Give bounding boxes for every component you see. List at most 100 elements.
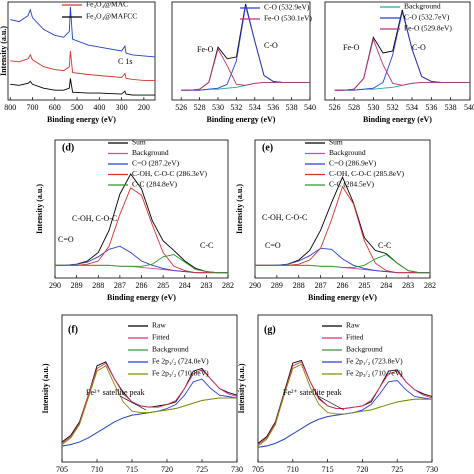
spectrum-line: [257, 363, 432, 447]
plot-frame: [61, 314, 238, 463]
x-tick-label: 285: [157, 281, 169, 290]
legend-label: C=O (286.9eV): [329, 159, 377, 168]
x-tick-label: 710: [91, 465, 103, 474]
spectrum-line: [255, 185, 430, 274]
x-tick-label: 526: [329, 103, 341, 112]
x-tick-label: 284: [179, 281, 191, 290]
panel-label: (d): [62, 142, 74, 153]
y-axis-label: Intensity (a.u.): [237, 363, 246, 413]
spectrum-line: [255, 247, 430, 274]
x-tick-label: 286: [136, 281, 148, 290]
spectrum-line: [55, 173, 228, 274]
annotation: C=O: [58, 235, 74, 244]
spectrum-line: [257, 359, 433, 444]
x-tick-label: 705: [56, 465, 68, 474]
panel-label: (f): [68, 324, 78, 335]
x-tick-label: 800: [4, 103, 16, 112]
annotation: Fe²⁺ satellite peak: [283, 388, 342, 397]
plot-frame: [171, 1, 311, 101]
legend-label: Fitted: [152, 333, 170, 342]
x-tick-label: 536: [425, 103, 437, 112]
x-tick-label: 532: [230, 103, 242, 112]
legend-label: Fe₃O₄@MAFCC: [86, 12, 137, 21]
x-axis-label: Binding energy (eV): [107, 293, 176, 302]
x-tick-label: 283: [200, 281, 212, 290]
spectrum-line: [10, 78, 155, 96]
x-tick-label: 285: [358, 281, 370, 290]
x-tick-label: 526: [175, 103, 187, 112]
x-axis-label: Binding energy (eV): [308, 293, 377, 302]
x-tick-label: 287: [315, 281, 327, 290]
x-tick-label: 540: [464, 103, 474, 112]
x-tick-label: 283: [402, 281, 414, 290]
spectrum-line: [55, 187, 228, 274]
legend-label: Background: [152, 345, 189, 354]
panel-label: (g): [264, 324, 276, 335]
legend-label: Background: [329, 148, 366, 157]
x-tick-label: 528: [194, 103, 206, 112]
spectrum-line: [55, 245, 228, 274]
annotation: C 1s: [118, 57, 132, 66]
x-tick-label: 725: [391, 465, 403, 474]
legend-label: Fe 2p₁/₂ (724.0eV): [152, 357, 209, 366]
x-tick-label: 200: [138, 103, 150, 112]
x-tick-label: 282: [424, 281, 436, 290]
plot-frame: [257, 314, 433, 463]
x-tick-label: 287: [114, 281, 126, 290]
y-axis-label: Intensity (a.u.): [41, 363, 50, 413]
x-tick-label: 290: [49, 281, 61, 290]
annotation: C-OH, C-O-C: [262, 213, 307, 222]
legend-label: Fitted: [346, 333, 364, 342]
y-axis-label: Intensity (a.u.): [0, 26, 8, 76]
annotation: Fe-O: [343, 43, 360, 52]
spectrum-line: [55, 254, 228, 274]
x-tick-label: 730: [426, 465, 438, 474]
x-tick-label: 538: [286, 103, 298, 112]
spectrum-line: [61, 361, 238, 443]
legend-label: C-O (532.7eV): [404, 13, 450, 22]
legend-label: Sum: [132, 138, 146, 147]
spectrum-line: [61, 362, 238, 444]
legend-label: Sum: [329, 138, 343, 147]
x-tick-label: 284: [380, 281, 392, 290]
legend-label: C-C (284.8eV): [132, 180, 177, 189]
legend-label: Fe 2p₃/₂ (710.8eV): [152, 369, 209, 378]
annotation: Fe²⁺ satellite peak: [86, 388, 145, 397]
annotation: C-O: [264, 41, 278, 50]
plot-frame: [324, 1, 471, 101]
annotation: Fe-O: [197, 45, 214, 54]
spectrum-line: [61, 397, 237, 447]
x-tick-label: 538: [445, 103, 457, 112]
spectrum-line: [334, 81, 470, 91]
x-tick-label: 715: [322, 465, 334, 474]
x-axis-label: Binding energy (eV): [363, 115, 432, 124]
spectrum-line: [334, 37, 470, 91]
x-tick-label: 725: [196, 465, 208, 474]
x-tick-label: 710: [287, 465, 299, 474]
x-tick-label: 528: [348, 103, 360, 112]
x-axis-label: Binding energy (eV): [207, 115, 276, 124]
x-tick-label: 705: [252, 465, 264, 474]
x-tick-label: 282: [222, 281, 234, 290]
legend-label: Raw: [346, 321, 360, 330]
x-tick-label: 289: [271, 281, 283, 290]
annotation: C-C: [200, 241, 213, 250]
x-tick-label: 720: [356, 465, 368, 474]
spectrum-line: [255, 264, 430, 274]
annotation-arrow: [317, 395, 345, 411]
spectrum-line: [10, 50, 155, 81]
spectrum-line: [181, 47, 310, 91]
annotation: C-OH, C-O-C: [72, 214, 117, 223]
x-tick-label: 300: [116, 103, 128, 112]
legend-label: Background: [264, 0, 301, 1]
x-tick-label: 540: [304, 103, 316, 112]
legend-label: C-OH, C-O-C (285.8eV): [329, 169, 404, 178]
legend-label: C-C (284.5eV): [329, 180, 374, 189]
x-tick-label: 288: [293, 281, 305, 290]
legend-label: C=O (287.2eV): [132, 159, 180, 168]
x-tick-label: 730: [231, 465, 243, 474]
x-tick-label: 400: [93, 103, 105, 112]
plot-frame: [7, 1, 156, 101]
legend-label: C-O (532.9eV): [264, 3, 310, 12]
